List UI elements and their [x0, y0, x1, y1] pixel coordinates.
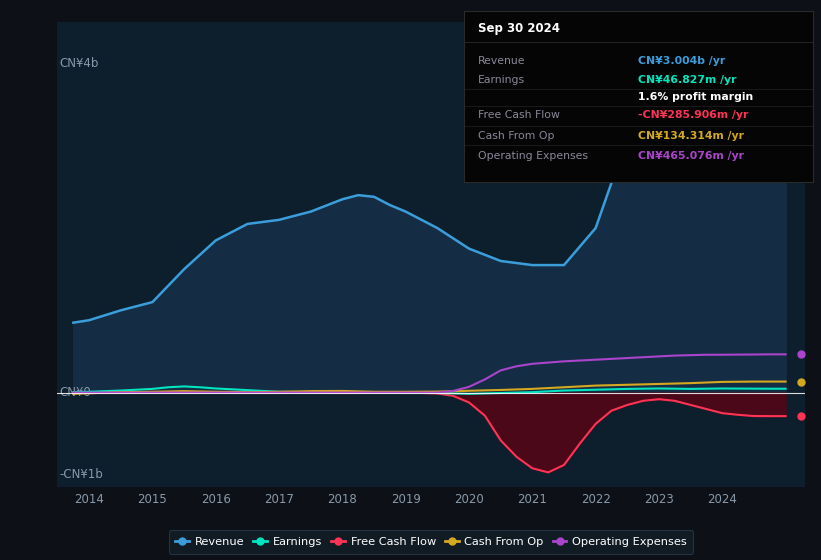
Text: CN¥46.827m /yr: CN¥46.827m /yr [639, 74, 736, 85]
Text: Free Cash Flow: Free Cash Flow [478, 110, 560, 120]
Text: Earnings: Earnings [478, 74, 525, 85]
Text: -CN¥1b: -CN¥1b [59, 468, 103, 482]
Text: CN¥3.004b /yr: CN¥3.004b /yr [639, 56, 726, 66]
Text: Revenue: Revenue [478, 56, 525, 66]
Text: Sep 30 2024: Sep 30 2024 [478, 22, 560, 35]
Legend: Revenue, Earnings, Free Cash Flow, Cash From Op, Operating Expenses: Revenue, Earnings, Free Cash Flow, Cash … [169, 530, 693, 553]
Text: 1.6% profit margin: 1.6% profit margin [639, 92, 754, 101]
Text: CN¥465.076m /yr: CN¥465.076m /yr [639, 151, 745, 161]
Text: Operating Expenses: Operating Expenses [478, 151, 588, 161]
Text: CN¥134.314m /yr: CN¥134.314m /yr [639, 131, 745, 141]
Text: -CN¥285.906m /yr: -CN¥285.906m /yr [639, 110, 749, 120]
Text: Cash From Op: Cash From Op [478, 131, 554, 141]
Text: CN¥0: CN¥0 [59, 386, 90, 399]
Text: CN¥4b: CN¥4b [59, 57, 99, 70]
